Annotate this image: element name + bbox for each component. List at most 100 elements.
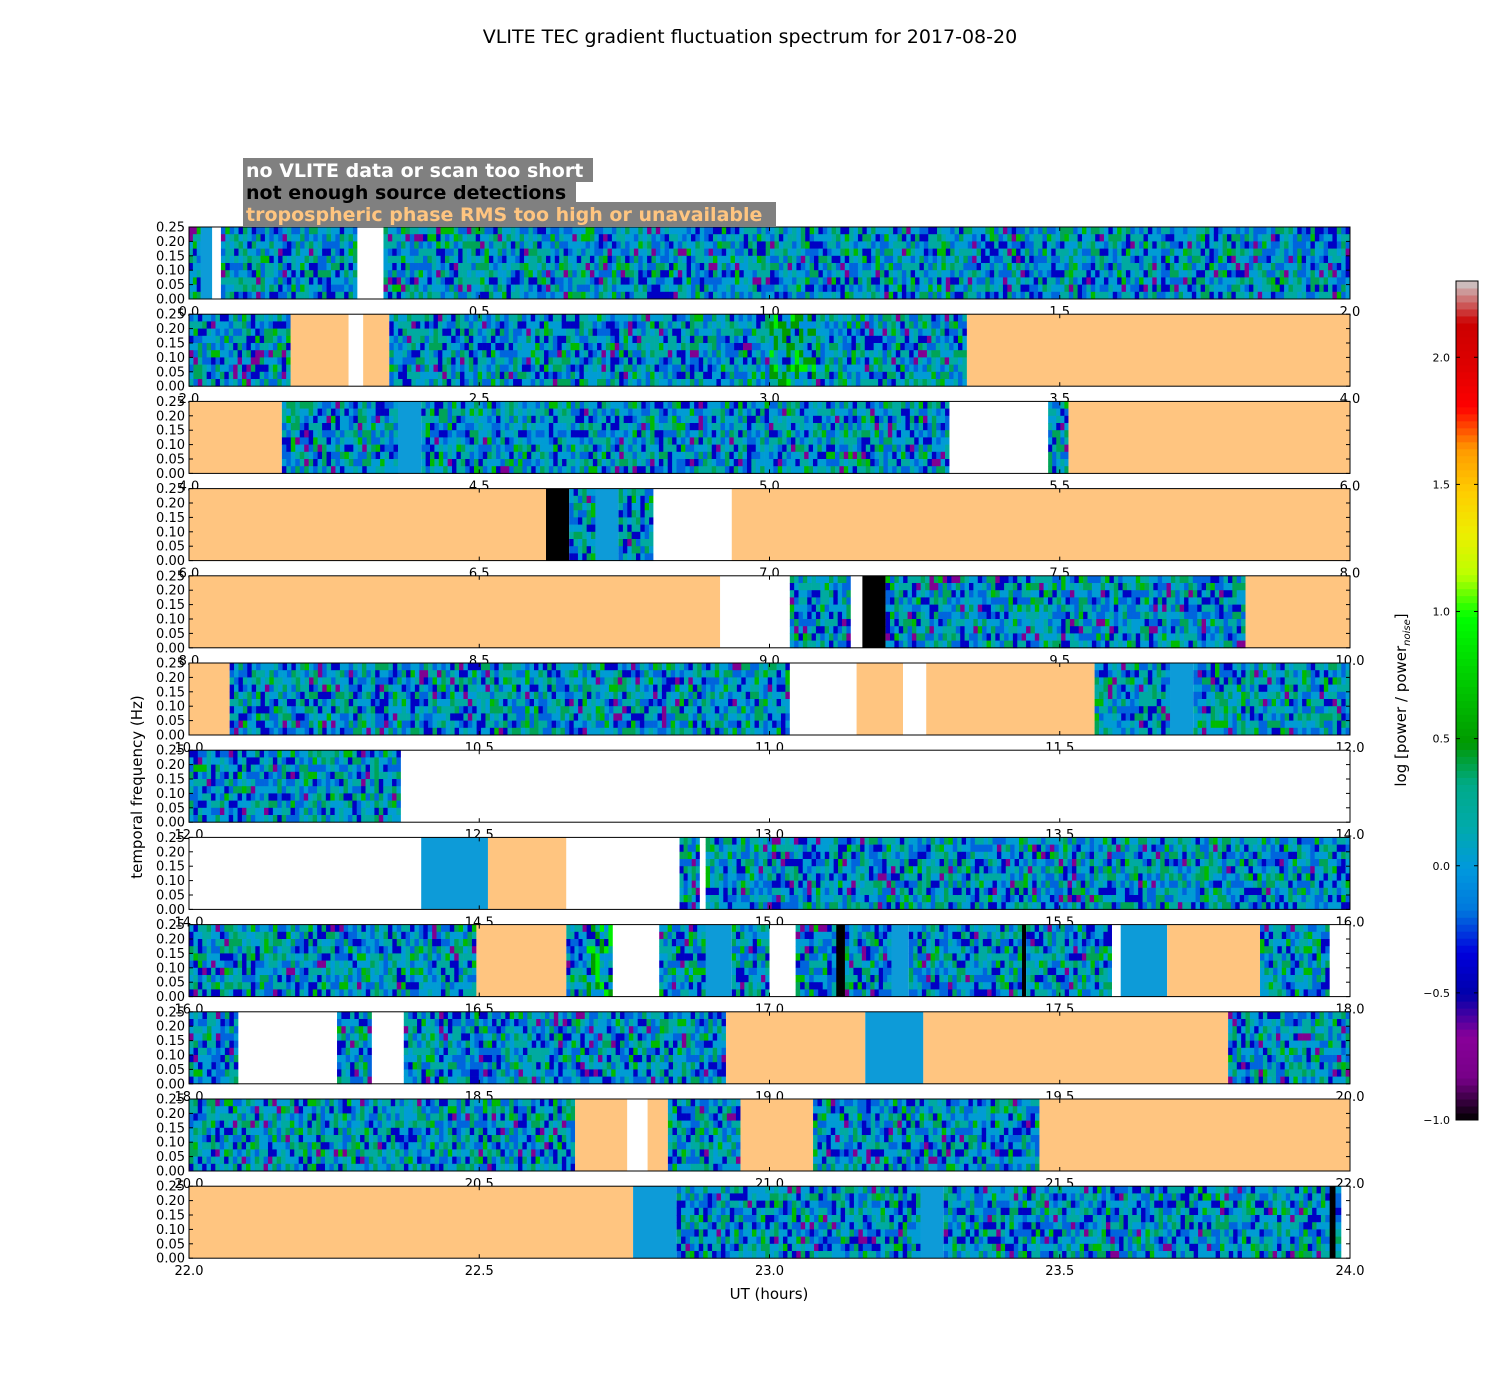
spectrum-cell [663,401,669,409]
spectrum-cell [928,227,933,235]
spectrum-cell [994,270,999,278]
spectrum-cell [673,255,679,264]
spectrum-cell [471,270,477,278]
spectrum-cell [247,234,253,242]
spectrum-cell [777,335,783,344]
spectrum-cell [585,291,591,300]
spectrum-cell [932,248,938,257]
spectrum-cell [592,364,598,373]
spectrum-cell [949,314,954,322]
spectrum-cell [1319,270,1324,278]
spectrum-cell [641,430,647,438]
spectrum-cell [935,321,941,329]
spectrum-cell [926,314,932,322]
spectrum-cell [800,234,806,242]
spectrum-cell [1055,227,1061,235]
spectrum-cell [716,343,722,351]
spectrum-cell [535,444,541,453]
spectrum-cell [548,343,554,351]
spectrum-cell [677,227,683,235]
spectrum-cell [1011,248,1017,257]
spectrum-cell [681,343,686,351]
spectrum-cell [953,343,959,351]
spectrum-cell [317,291,323,300]
spectrum-cell [384,451,390,460]
spectrum-cell [1016,291,1021,300]
spectrum-cell [1284,284,1289,293]
spectrum-cell [760,350,766,358]
spectrum-cell [1152,284,1158,293]
spectrum-cell [1086,284,1092,293]
spectrum-cell [1068,227,1074,235]
spectrum-cell [756,241,762,249]
spectrum-cell [1178,291,1184,300]
spectrum-cell [466,255,472,264]
spectrum-cell [853,291,859,300]
spectrum-cell [761,241,767,249]
spectrum-cell [189,335,194,344]
spectrum-cell [864,343,870,351]
spectrum-cell [277,379,283,387]
spectrum-cell [1240,263,1245,271]
spectrum-cell [409,248,415,257]
spectrum-cell [1244,248,1250,257]
spectrum-cell [308,423,314,431]
spectrum-cell [592,437,598,445]
spectrum-cell [277,343,283,351]
spectrum-cell [299,430,305,438]
spectrum-cell [444,277,450,285]
spectrum-cell [601,335,607,344]
spectrum-cell [451,350,456,358]
spectrum-cell [1218,284,1223,293]
spectrum-cell [882,314,888,322]
spectrum-cell [704,227,709,235]
spectrum-cell [537,241,542,249]
spectrum-cell [308,401,314,409]
spectrum-cell [818,255,824,264]
spectrum-cell [909,321,914,329]
spectrum-cell [610,357,616,365]
spectrum-cell [1121,263,1127,271]
spectrum-cell [1152,263,1158,271]
spectrum-cell [352,248,358,257]
spectrum-cell [654,415,660,424]
spectrum-cell [676,371,682,380]
spectrum-cell [548,350,554,358]
spectrum-cell [460,423,466,431]
spectrum-cell [584,423,589,431]
y-tick-label: 0.05 [156,365,185,380]
spectrum-cell [918,343,923,351]
spectrum-cell [931,343,937,351]
spectrum-cell [954,248,960,257]
spectrum-cell [335,430,341,438]
spectrum-cell [1205,277,1210,285]
spectrum-cell [495,350,501,358]
spectrum-cell [667,364,673,373]
spectrum-cell [427,234,433,242]
spectrum-cell [559,270,564,278]
spectrum-cell [851,357,857,365]
spectrum-cell [570,314,576,322]
spectrum-cell [326,241,332,249]
spectrum-cell [219,357,225,365]
spectrum-cell [663,423,669,431]
spectrum-cell [561,350,567,358]
spectrum-cell [366,408,372,417]
spectrum-cell [601,437,607,445]
spectrum-cell [384,459,390,467]
spectrum-cell [738,321,744,329]
spectrum-cell [708,248,714,257]
spectrum-cell [518,444,523,453]
spectrum-cell [220,227,226,235]
spectrum-cell [689,371,695,380]
spectrum-cell [344,423,350,431]
spectrum-cell [708,255,714,264]
spectrum-cell [822,248,828,257]
spectrum-cell [433,328,439,337]
spectrum-cell [335,241,341,249]
spectrum-cell [963,227,969,235]
spectrum-cell [941,227,947,235]
spectrum-cell [579,328,585,337]
spectrum-cell [1332,255,1338,264]
spectrum-cell [409,284,415,293]
